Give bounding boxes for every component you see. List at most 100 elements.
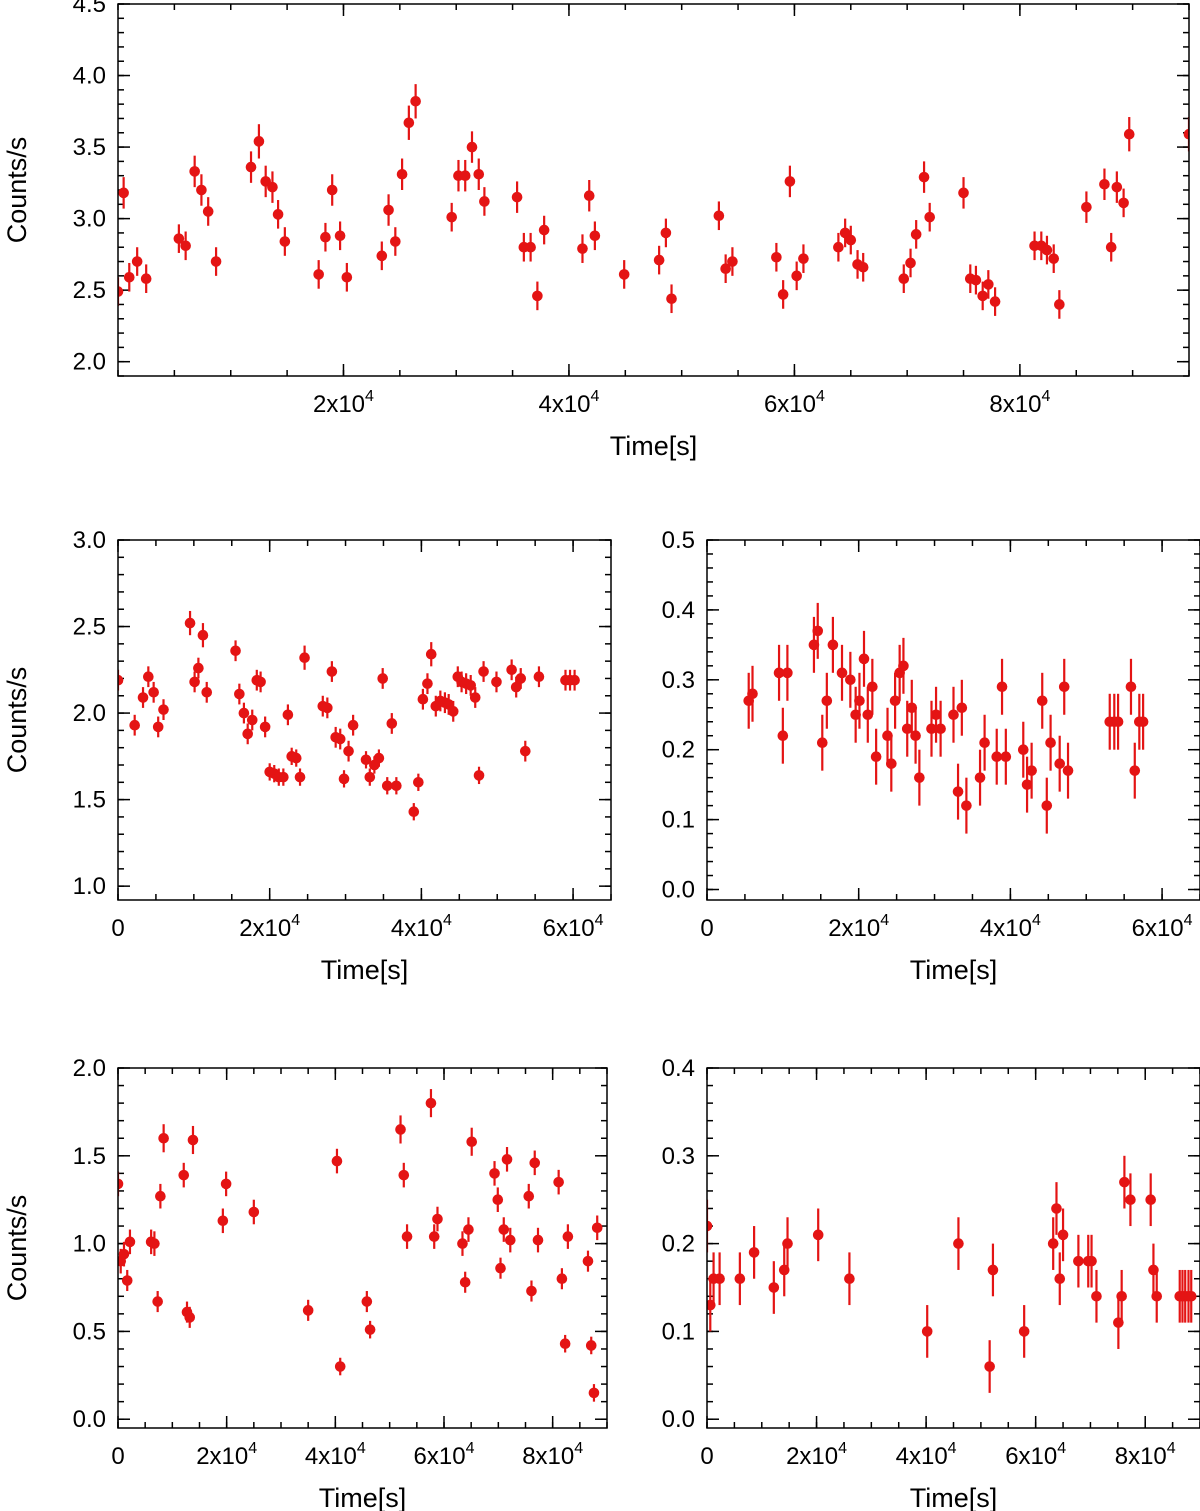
data-point <box>473 168 485 180</box>
data-point <box>1081 201 1092 213</box>
data-points <box>707 1155 1197 1393</box>
plot-frame <box>117 3 1190 377</box>
data-point <box>282 709 294 721</box>
x-tick-label: 6x104 <box>543 912 604 942</box>
data-point <box>1123 128 1135 140</box>
data-point <box>748 1247 760 1258</box>
data-point <box>533 671 545 683</box>
plot-frame <box>117 539 612 901</box>
data-point <box>248 1206 260 1218</box>
x-axis-title: Time[s] <box>321 955 409 985</box>
y-axis-title: Counts/s <box>2 1195 32 1302</box>
data-point <box>245 161 257 173</box>
data-point <box>137 692 149 703</box>
data-point <box>290 752 302 764</box>
data-point <box>562 1231 574 1242</box>
data-point <box>808 639 820 651</box>
data-point <box>914 772 925 783</box>
data-point <box>898 273 910 285</box>
data-point <box>152 721 164 733</box>
data-point <box>491 676 502 688</box>
data-point <box>529 1157 541 1169</box>
data-point <box>1054 299 1065 310</box>
data-point <box>1041 244 1053 256</box>
data-point <box>143 671 154 683</box>
data-point <box>202 206 214 217</box>
data-point <box>926 723 937 735</box>
data-point <box>886 758 897 769</box>
data-point <box>124 1236 136 1248</box>
data-point <box>459 170 471 181</box>
panel-middle-left: 0 2x104 4x104 6x104 1.0 1.5 2.0 2.5 3.0 Time[s] Co… <box>2 527 612 985</box>
data-point <box>791 270 802 282</box>
data-point <box>155 1190 166 1202</box>
data-point <box>532 1234 544 1246</box>
y-tick-label: 4.5 <box>73 0 106 18</box>
data-point <box>953 1238 964 1249</box>
data-point <box>364 1324 376 1335</box>
data-point <box>361 1296 373 1307</box>
data-point <box>246 714 258 726</box>
data-point <box>519 745 531 757</box>
data-point <box>1145 1194 1156 1206</box>
data-point <box>844 1273 855 1285</box>
y-tick-label: 0.1 <box>662 807 695 834</box>
data-point <box>1058 681 1070 693</box>
data-point <box>446 211 458 223</box>
data-point <box>313 269 324 280</box>
data-point <box>958 187 969 199</box>
data-point <box>178 1169 190 1181</box>
data-point <box>782 667 793 679</box>
data-point <box>1125 681 1137 693</box>
data-point <box>924 211 936 223</box>
data-point <box>707 1220 713 1232</box>
data-point <box>1048 253 1060 264</box>
data-point <box>910 229 922 240</box>
data-point <box>217 1215 229 1227</box>
data-point <box>201 687 213 698</box>
data-point <box>428 1231 440 1242</box>
data-point <box>425 1097 437 1109</box>
data-point <box>196 184 207 196</box>
data-point <box>906 702 918 714</box>
data-point <box>773 667 785 679</box>
data-point <box>1119 1176 1130 1188</box>
data-point <box>782 1238 793 1249</box>
x-tick-label: 0 <box>111 1443 124 1470</box>
data-point <box>862 709 874 721</box>
x-tick-label: 4x104 <box>896 1440 957 1470</box>
data-point <box>582 1255 594 1267</box>
data-point <box>1057 1229 1069 1241</box>
data-point <box>889 695 901 707</box>
data-point <box>556 1273 568 1285</box>
data-point <box>553 1176 564 1188</box>
data-point <box>118 1248 130 1260</box>
data-point <box>798 253 809 264</box>
y-tick-label: 4.0 <box>73 63 106 90</box>
x-tick-label: 8x104 <box>1115 1440 1176 1470</box>
data-point <box>1054 1273 1066 1285</box>
data-point <box>193 662 204 674</box>
data-point <box>457 1238 468 1249</box>
data-point <box>422 678 433 689</box>
data-point <box>618 269 630 280</box>
data-point <box>1112 716 1124 728</box>
data-point <box>149 1238 160 1249</box>
data-point <box>299 652 310 663</box>
data-point <box>588 1387 600 1399</box>
data-point <box>777 289 789 300</box>
x-tick-label: 2x104 <box>196 1440 257 1470</box>
data-point <box>417 693 429 705</box>
y-tick-label: 0.3 <box>662 1143 695 1170</box>
data-point <box>184 617 196 629</box>
data-point <box>469 692 481 703</box>
data-point <box>184 1312 196 1323</box>
data-point <box>812 625 824 637</box>
data-point <box>152 1296 163 1307</box>
y-axis-title: Counts/s <box>2 667 32 774</box>
data-point <box>253 136 265 147</box>
data-point <box>784 176 796 187</box>
y-tick-label: 0.4 <box>662 597 695 624</box>
data-point <box>498 1224 510 1235</box>
